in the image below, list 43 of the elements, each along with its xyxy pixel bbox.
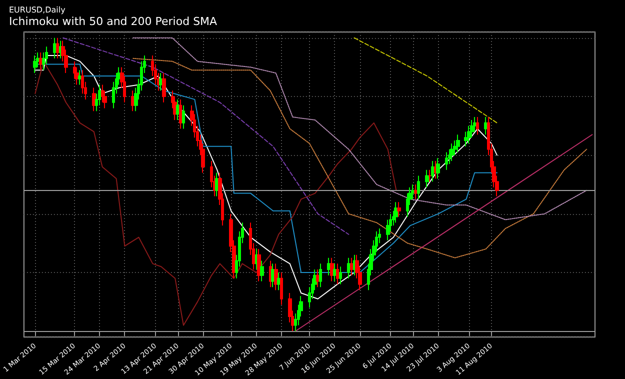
candlestick (417, 175, 420, 200)
candlestick (182, 104, 185, 130)
candlestick (280, 272, 283, 306)
candlestick (450, 142, 454, 162)
candlestick (162, 72, 166, 103)
candlestick (336, 263, 339, 285)
candlestick (350, 257, 353, 276)
candlestick (397, 202, 401, 218)
candlestick (59, 40, 62, 59)
chart-subtitle: Ichimoku with 50 and 200 Period SMA (9, 15, 218, 28)
candlestick (330, 257, 334, 282)
candlestick (92, 87, 96, 112)
candlestick (425, 169, 429, 188)
candlestick (131, 90, 135, 112)
candlestick (179, 98, 182, 130)
candlestick (39, 52, 42, 71)
chart-title: EURUSD,Daily (9, 6, 66, 14)
candlestick (53, 37, 56, 59)
candlestick (347, 257, 350, 279)
candlestick (456, 134, 460, 153)
candlestick (428, 169, 432, 182)
candlestick (327, 257, 331, 276)
candlestick (260, 260, 264, 282)
candlestick (414, 184, 418, 200)
candlestick (274, 263, 278, 291)
candlestick (476, 116, 479, 136)
candlestick (436, 158, 440, 180)
candlestick (333, 263, 336, 282)
candlestick (159, 72, 163, 92)
candlestick (445, 152, 448, 170)
candlestick (319, 263, 322, 288)
candlestick (394, 202, 398, 224)
candlestick (176, 98, 180, 120)
candlestick (316, 269, 320, 288)
candlestick (33, 54, 37, 74)
candlestick (257, 248, 261, 282)
candlestick (56, 37, 59, 59)
candlestick (78, 70, 82, 86)
candlestick (277, 272, 280, 291)
candlestick (484, 116, 488, 136)
candlestick (431, 160, 434, 182)
candlestick (339, 266, 342, 285)
candlestick (434, 160, 437, 180)
